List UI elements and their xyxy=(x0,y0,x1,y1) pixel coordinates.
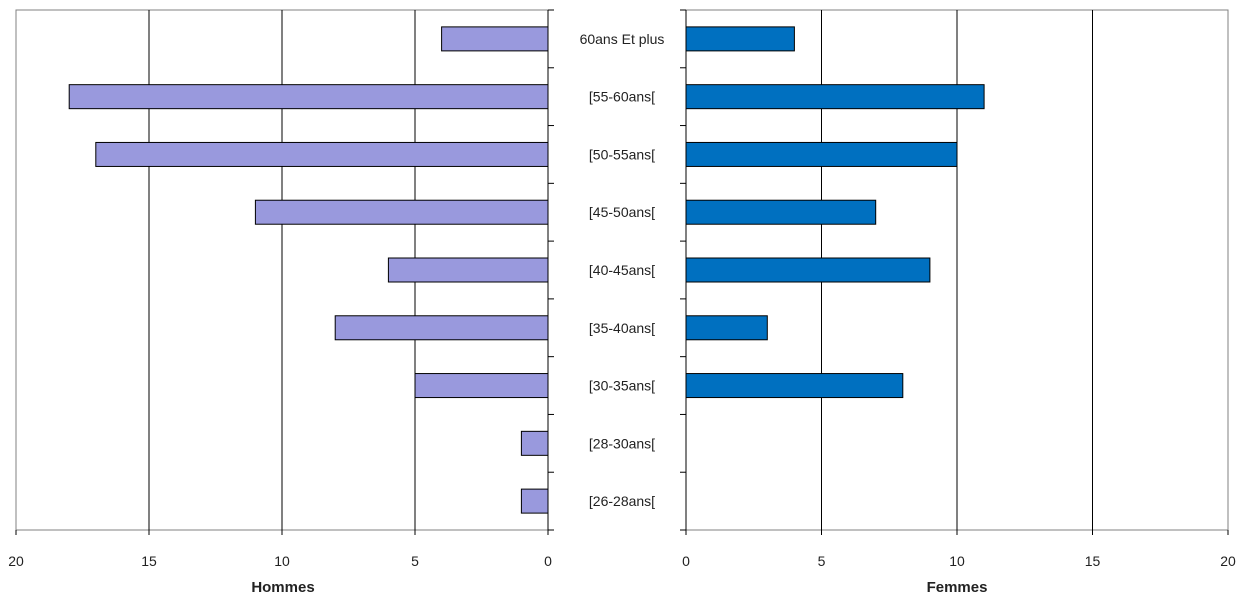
men-bar xyxy=(520,430,549,456)
men-tick-label: 20 xyxy=(8,553,24,569)
women-bar xyxy=(685,199,877,225)
women-axis-title: Femmes xyxy=(927,579,988,596)
women-bar xyxy=(685,315,768,341)
men-bar xyxy=(387,257,549,283)
age-category-label: [40-45ans[ xyxy=(589,262,655,278)
men-bar xyxy=(254,199,549,225)
age-category-labels: 60ans Et plus [55-60ans[ [50-55ans[ [45-50a… xyxy=(580,31,665,509)
men-bar xyxy=(441,26,549,52)
men-tick-label: 5 xyxy=(411,553,419,569)
age-category-label: [55-60ans[ xyxy=(589,89,655,105)
men-tick-label: 10 xyxy=(274,553,290,569)
men-tick-label: 15 xyxy=(141,553,157,569)
men-tick-label: 0 xyxy=(544,553,552,569)
women-panel: 0 5 10 15 20 xyxy=(680,9,1236,569)
women-tick-label: 20 xyxy=(1220,553,1236,569)
women-tick-label: 10 xyxy=(949,553,965,569)
men-panel: 20 15 10 5 0 xyxy=(8,9,554,569)
women-bar xyxy=(685,84,985,110)
age-category-label: [28-30ans[ xyxy=(589,435,655,451)
women-bar xyxy=(685,141,958,167)
women-bar xyxy=(685,373,904,399)
women-tick-label: 5 xyxy=(818,553,826,569)
women-bar xyxy=(685,257,931,283)
men-axis-title: Hommes xyxy=(251,579,314,596)
women-tick-label: 15 xyxy=(1085,553,1101,569)
age-category-label: [45-50ans[ xyxy=(589,204,655,220)
age-category-label: 60ans Et plus xyxy=(580,31,665,47)
age-category-label: [26-28ans[ xyxy=(589,493,655,509)
men-bar xyxy=(414,373,549,399)
men-bar xyxy=(95,141,549,167)
men-bar xyxy=(520,488,549,514)
men-bar xyxy=(334,315,549,341)
women-tick-label: 0 xyxy=(682,553,690,569)
men-bar xyxy=(68,84,549,110)
age-category-label: [50-55ans[ xyxy=(589,146,655,162)
women-bar xyxy=(685,26,795,52)
age-category-label: [35-40ans[ xyxy=(589,320,655,336)
age-category-label: [30-35ans[ xyxy=(589,378,655,394)
